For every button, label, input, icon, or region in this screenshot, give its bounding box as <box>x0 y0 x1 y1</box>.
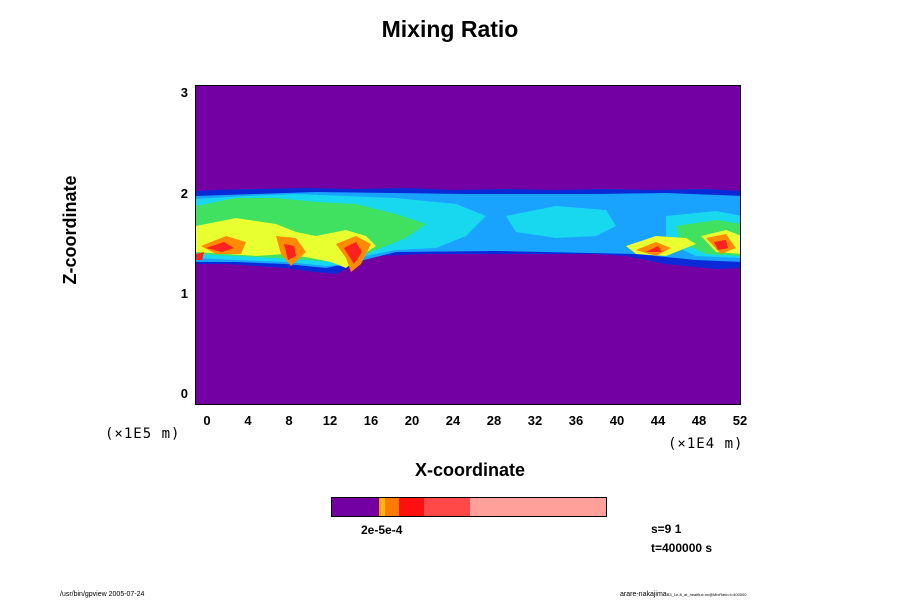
footer-right-main: arare-nakajima <box>620 591 667 598</box>
colorbar-segment <box>378 498 382 516</box>
x-axis-label: X-coordinate <box>414 460 525 480</box>
x-tick-label: 24 <box>445 413 461 428</box>
y-tick-label: 2 <box>180 186 188 201</box>
info-s: s=9 1 <box>651 522 682 536</box>
x-tick-label: 28 <box>486 413 502 428</box>
y-scale-label: (×1E5 m) <box>105 426 181 442</box>
colorbar-segment <box>381 498 386 516</box>
mixing-ratio-field <box>196 188 740 274</box>
x-scale-label: (×1E4 m) <box>668 436 744 452</box>
colorbar-segment <box>423 498 471 516</box>
colorbar <box>331 497 607 517</box>
x-tick-label: 20 <box>404 413 420 428</box>
band-yellow <box>196 218 740 268</box>
colorbar-segment <box>385 498 400 516</box>
x-tick-label: 12 <box>322 413 338 428</box>
plot-area <box>195 85 741 405</box>
colorbar-segment <box>470 498 606 516</box>
x-tick-label: 44 <box>650 413 666 428</box>
colorbar-segment <box>332 498 379 516</box>
x-tick-label: 4 <box>244 413 252 428</box>
x-tick-label: 40 <box>609 413 625 428</box>
y-tick-label: 3 <box>180 85 188 100</box>
colorbar-segment <box>399 498 424 516</box>
x-tick-label: 52 <box>732 413 748 428</box>
y-axis-label: Z-coordinate <box>60 175 80 285</box>
info-t: t=400000 s <box>651 541 713 555</box>
x-tick-label: 0 <box>203 413 211 428</box>
footer-right: arare-nakajimaB3_1e-8_at_heatflux.nc@Mix… <box>620 591 746 598</box>
footer-left: /usr/bin/gpview 2005-07-24 <box>60 591 145 598</box>
y-tick-label: 0 <box>180 386 188 401</box>
chart-title: Mixing Ratio <box>381 16 519 42</box>
colorbar-label: 2e-5e-4 <box>361 523 403 537</box>
x-tick-label: 48 <box>691 413 707 428</box>
footer-right-small: B3_1e-8_at_heatflux.nc@MixRatio,t=400000 <box>666 592 747 597</box>
x-tick-label: 32 <box>527 413 543 428</box>
x-tick-label: 36 <box>568 413 584 428</box>
x-tick-label: 16 <box>363 413 379 428</box>
y-tick-label: 1 <box>180 286 188 301</box>
x-tick-label: 8 <box>285 413 293 428</box>
